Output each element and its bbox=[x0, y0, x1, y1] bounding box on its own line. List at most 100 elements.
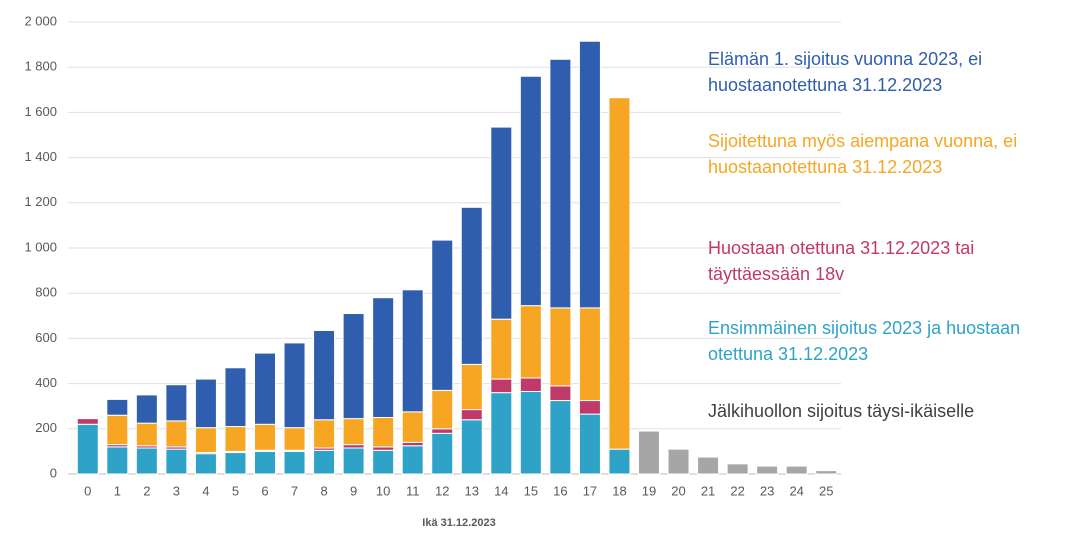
legend-entry: Sijoitettuna myös aiempana vuonna, ei hu… bbox=[708, 131, 1018, 177]
x-tick-label: 14 bbox=[494, 483, 508, 498]
x-tick-label: 25 bbox=[819, 483, 833, 498]
bar-segment bbox=[490, 126, 513, 320]
bar-segment bbox=[490, 392, 513, 475]
legend-entry: Ensimmäinen sijoitus 2023 ja huostaan ot… bbox=[708, 318, 1021, 364]
bar-segment bbox=[815, 470, 838, 475]
bar-segment bbox=[165, 420, 188, 448]
y-tick-label: 200 bbox=[35, 420, 57, 435]
bar-segment bbox=[224, 452, 247, 475]
x-tick-label: 16 bbox=[553, 483, 567, 498]
bar-segment bbox=[519, 305, 542, 379]
bar-segment bbox=[401, 411, 424, 443]
y-tick-label: 2 000 bbox=[24, 13, 57, 28]
bar-segment bbox=[372, 297, 395, 418]
bar-segment bbox=[165, 448, 188, 475]
bar-segment bbox=[224, 367, 247, 428]
x-tick-label: 1 bbox=[114, 483, 121, 498]
x-tick-label: 22 bbox=[730, 483, 744, 498]
legend-entry: Elämän 1. sijoitus vuonna 2023, ei huost… bbox=[708, 49, 983, 95]
y-tick-label: 0 bbox=[50, 465, 57, 480]
x-tick-label: 0 bbox=[84, 483, 91, 498]
x-tick-label: 3 bbox=[173, 483, 180, 498]
x-tick-label: 20 bbox=[671, 483, 685, 498]
bar-segment bbox=[401, 441, 424, 447]
legend-entry: Jälkihuollon sijoitus täysi-ikäiselle bbox=[708, 401, 975, 421]
y-tick-label: 400 bbox=[35, 375, 57, 390]
bar-segment bbox=[460, 419, 483, 475]
x-axis-label: Ikä 31.12.2023 bbox=[422, 517, 495, 529]
bar-segment bbox=[313, 329, 336, 421]
bar-segment bbox=[549, 385, 572, 402]
x-tick-label: 9 bbox=[350, 483, 357, 498]
bar-segment bbox=[313, 419, 336, 449]
bar-segment bbox=[135, 422, 158, 447]
bar-segment bbox=[342, 418, 365, 446]
bar-segment bbox=[460, 206, 483, 365]
bar-segment bbox=[667, 448, 690, 475]
y-tick-label: 600 bbox=[35, 330, 57, 345]
bar-segment bbox=[401, 445, 424, 475]
y-tick-label: 1 000 bbox=[24, 239, 57, 254]
x-tick-label: 7 bbox=[291, 483, 298, 498]
bar-segment bbox=[490, 318, 513, 380]
bar-segment bbox=[697, 456, 720, 475]
x-tick-label: 23 bbox=[760, 483, 774, 498]
y-tick-label: 1 400 bbox=[24, 149, 57, 164]
y-tick-label: 800 bbox=[35, 285, 57, 300]
bar-segment bbox=[431, 428, 454, 434]
bar-segment bbox=[460, 363, 483, 411]
bar-segment bbox=[638, 430, 660, 475]
x-tick-label: 18 bbox=[612, 483, 626, 498]
bar-segment bbox=[194, 453, 217, 475]
bar-segment bbox=[401, 289, 424, 413]
bar-segment bbox=[549, 307, 572, 387]
x-tick-label: 10 bbox=[376, 483, 390, 498]
x-tick-label: 13 bbox=[465, 483, 479, 498]
bar-segment bbox=[549, 58, 572, 309]
bar-segment bbox=[460, 409, 483, 421]
x-tick-label: 17 bbox=[583, 483, 597, 498]
bar-segment bbox=[372, 446, 395, 451]
bar-segment bbox=[194, 427, 217, 454]
bar-segment bbox=[608, 448, 631, 475]
x-tick-label: 12 bbox=[435, 483, 449, 498]
bar-segment bbox=[372, 417, 395, 448]
bar-segment bbox=[283, 342, 306, 429]
bar-segment bbox=[549, 400, 572, 475]
bar-segment bbox=[342, 313, 365, 420]
bar-segment bbox=[254, 352, 276, 425]
x-tick-label: 15 bbox=[524, 483, 538, 498]
bar-segment bbox=[76, 418, 99, 425]
bar-segment bbox=[135, 394, 158, 424]
bar-segment bbox=[431, 389, 454, 430]
x-tick-label: 8 bbox=[320, 483, 327, 498]
bar-segment bbox=[342, 444, 365, 449]
bar-segment bbox=[76, 423, 99, 475]
bar-segment bbox=[519, 75, 542, 307]
bar-segment bbox=[135, 447, 158, 475]
bar-segment bbox=[519, 377, 542, 393]
bar-segment bbox=[313, 449, 336, 475]
x-tick-label: 4 bbox=[202, 483, 209, 498]
bar-segment bbox=[165, 384, 188, 422]
bar-segment bbox=[578, 413, 601, 475]
bar-segment bbox=[756, 465, 779, 475]
x-tick-label: 2 bbox=[143, 483, 150, 498]
x-tick-label: 6 bbox=[261, 483, 268, 498]
bar-segment bbox=[578, 400, 601, 415]
bar-segment bbox=[578, 40, 601, 309]
bar-segment bbox=[224, 426, 247, 452]
y-tick-label: 1 200 bbox=[24, 194, 57, 209]
bar-segment bbox=[608, 97, 631, 450]
x-tick-label: 11 bbox=[406, 483, 420, 498]
bar-segment bbox=[283, 427, 306, 451]
bar-segment bbox=[106, 398, 129, 416]
bar-segment bbox=[519, 391, 542, 475]
x-tick-label: 24 bbox=[789, 483, 803, 498]
bar-segment bbox=[372, 449, 395, 475]
bar-segment bbox=[431, 239, 454, 391]
bar-segment bbox=[726, 463, 749, 475]
bar-segment bbox=[106, 446, 129, 475]
